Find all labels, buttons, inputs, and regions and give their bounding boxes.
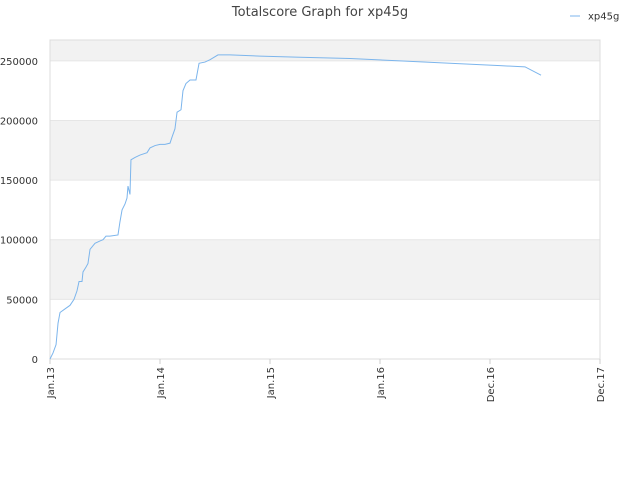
y-tick-label: 150000 xyxy=(0,176,38,187)
x-tick-label: Jan.16 xyxy=(376,367,387,399)
chart-title: Totalscore Graph for xp45g xyxy=(231,5,408,20)
legend-label: xp45g xyxy=(588,12,619,23)
y-tick-label: 250000 xyxy=(0,57,38,68)
x-tick-label: Dec.17 xyxy=(596,367,607,402)
y-tick-label: 50000 xyxy=(6,295,38,306)
y-tick-label: 0 xyxy=(32,355,38,366)
x-tick-label: Jan.14 xyxy=(156,367,167,399)
x-tick-label: Jan.15 xyxy=(266,367,277,399)
x-tick-label: Dec.16 xyxy=(486,367,497,402)
plot-band xyxy=(50,239,600,300)
plot-border xyxy=(49,39,601,360)
x-tick-label: Jan.13 xyxy=(46,367,57,399)
y-tick-label: 200000 xyxy=(0,116,38,127)
y-tick-label: 100000 xyxy=(0,236,38,247)
plot-band xyxy=(50,40,600,61)
series-line xyxy=(49,54,542,360)
plot-band xyxy=(50,120,600,181)
